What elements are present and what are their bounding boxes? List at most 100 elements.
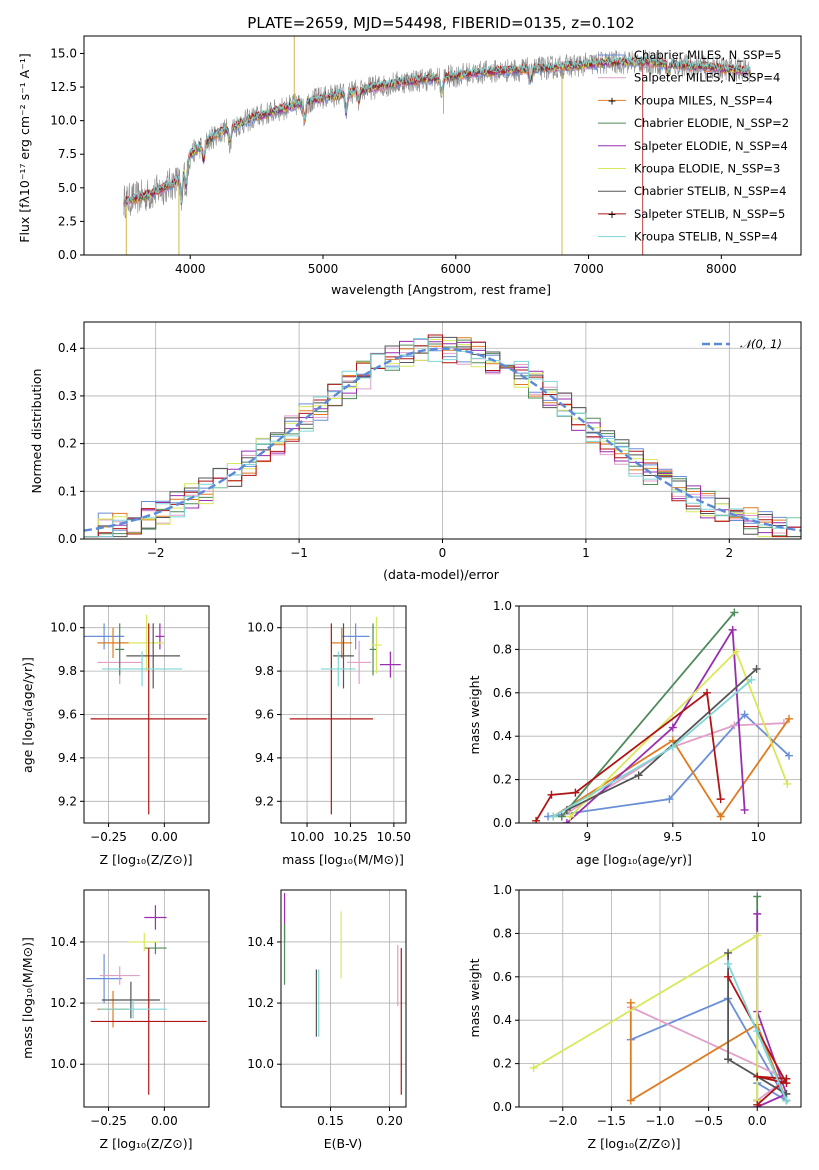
weight-series <box>724 959 791 1105</box>
spectrum-panel: PLATE=2659, MJD=54498, FIBERID=0135, z=0… <box>17 14 802 297</box>
weight-marker <box>724 959 733 968</box>
weight-series <box>566 647 792 821</box>
data-point <box>144 941 167 955</box>
x-tick-label: 0.15 <box>317 1114 344 1128</box>
weight-marker <box>730 608 739 617</box>
x-tick-label: 9 <box>584 830 592 844</box>
x-tick-label: −1.0 <box>645 1114 674 1128</box>
data-point <box>90 948 207 1095</box>
x-tick-label: 8000 <box>706 262 737 276</box>
plot-area <box>532 608 794 823</box>
data-point <box>115 623 125 676</box>
x-tick-label: 10.00 <box>290 830 324 844</box>
x-tick-label: −2 <box>147 546 165 560</box>
data-point <box>371 616 382 674</box>
data-point <box>155 623 165 650</box>
y-tick-label: 10.0 <box>50 1057 77 1071</box>
x-tick-label: −1 <box>290 546 308 560</box>
legend-marker: + <box>607 94 616 107</box>
y-tick-label: 9.2 <box>255 794 274 808</box>
legend-marker: + <box>607 208 616 221</box>
weight-marker <box>529 1063 538 1072</box>
wz-xlabel: Z [log₁₀(Z/Z⊙)] <box>588 1136 681 1151</box>
plot-area <box>86 905 207 1095</box>
weight-marker <box>740 805 749 814</box>
plot-area <box>289 616 401 815</box>
x-tick-label: 10 <box>751 830 766 844</box>
x-tick-label: 1 <box>582 546 590 560</box>
axes-frame <box>280 889 407 1108</box>
weight-line <box>561 722 784 818</box>
legend-label: Chabrier MILES, N_SSP=5 <box>634 48 781 62</box>
x-tick-label: −0.5 <box>694 1114 723 1128</box>
mass-vs-metallicity-panel: Z [log₁₀(Z/Z⊙)] mass [log₁₀(M/M⊙)] −0.25… <box>20 889 210 1151</box>
y-tick-label: 12.5 <box>50 80 77 94</box>
weight-marker <box>716 795 725 804</box>
data-point <box>320 651 356 687</box>
weight-marker <box>547 790 556 799</box>
weight-marker <box>549 812 558 821</box>
data-point <box>331 627 353 659</box>
plot-area <box>84 334 801 538</box>
weight-series <box>532 688 725 823</box>
axes-frame <box>518 605 802 824</box>
weight-marker <box>724 972 733 981</box>
x-tick-label: 2 <box>725 546 733 560</box>
weight-marker <box>730 721 739 730</box>
y-tick-label: 15.0 <box>50 46 77 60</box>
weight-marker <box>724 948 733 957</box>
y-tick-label: 10.2 <box>50 996 77 1010</box>
agem-xlabel: mass [log₁₀(M/M⊙)] <box>282 852 404 867</box>
legend-label: Salpeter STELIB, N_SSP=5 <box>634 207 785 221</box>
massz-ylabel: mass [log₁₀(M/M⊙)] <box>20 937 35 1059</box>
x-tick-label: 10.50 <box>377 830 411 844</box>
y-tick-label: 0.0 <box>58 532 77 546</box>
weight-series <box>529 931 762 1105</box>
weight-line <box>547 713 790 818</box>
legend-label: Chabrier ELODIE, N_SSP=2 <box>634 116 789 130</box>
data-point <box>99 966 140 985</box>
model-fit-line <box>123 55 751 203</box>
legend-label: Kroupa MILES, N_SSP=4 <box>634 93 773 107</box>
y-tick-label: 0.1 <box>58 484 77 498</box>
data-point <box>379 651 401 678</box>
x-tick-label: 5000 <box>308 262 339 276</box>
y-tick-label: 10.4 <box>50 935 77 949</box>
wz-ylabel: mass weight <box>467 958 482 1037</box>
weight-vs-metallicity-panel: Z [log₁₀(Z/Z⊙)] mass weight −2.0 −1.5 −1.0… <box>467 883 802 1151</box>
y-tick-label: 2.5 <box>58 214 77 228</box>
weight-marker <box>783 779 792 788</box>
data-point <box>126 623 180 689</box>
weight-marker <box>566 812 575 821</box>
data-point <box>128 614 165 672</box>
weight-marker <box>557 812 566 821</box>
y-tick-label: 7.5 <box>58 147 77 161</box>
massz-xlabel: Z [log₁₀(Z/Z⊙)] <box>100 1136 193 1151</box>
axes-frame <box>280 605 407 824</box>
plot-area <box>529 892 791 1107</box>
weight-marker <box>753 1100 762 1107</box>
x-tick-label: 0.0 <box>748 1114 767 1128</box>
data-point <box>144 905 167 930</box>
x-tick-label: 0 <box>439 546 447 560</box>
legend-label: Chabrier STELIB, N_SSP=4 <box>634 184 786 198</box>
y-tick-label: 9.2 <box>58 794 77 808</box>
axes-frame <box>83 605 210 824</box>
weight-vs-age-panel: age [log₁₀(age/yr)] mass weight 9 9.5 10 0.… <box>467 599 802 867</box>
x-tick-label: 0.20 <box>376 1114 403 1128</box>
weight-line <box>552 718 790 819</box>
y-tick-label: 0.2 <box>493 773 512 787</box>
x-tick-label: 0.00 <box>151 1114 178 1128</box>
weight-line <box>566 627 746 823</box>
y-tick-label: 0.2 <box>493 1057 512 1071</box>
plot-area <box>123 36 751 255</box>
y-tick-label: 9.8 <box>58 664 77 678</box>
axes-frame <box>83 321 802 540</box>
weight-series <box>724 972 791 1107</box>
weight-line <box>533 934 759 1101</box>
weight-marker <box>562 819 571 823</box>
wage-ylabel: mass weight <box>467 675 482 754</box>
age-vs-metallicity-panel: Z [log₁₀(Z/Z⊙)] age [log₁₀(age/yr)] −0.2… <box>20 605 210 867</box>
weight-marker <box>668 723 677 732</box>
y-tick-label: 10.4 <box>247 935 274 949</box>
